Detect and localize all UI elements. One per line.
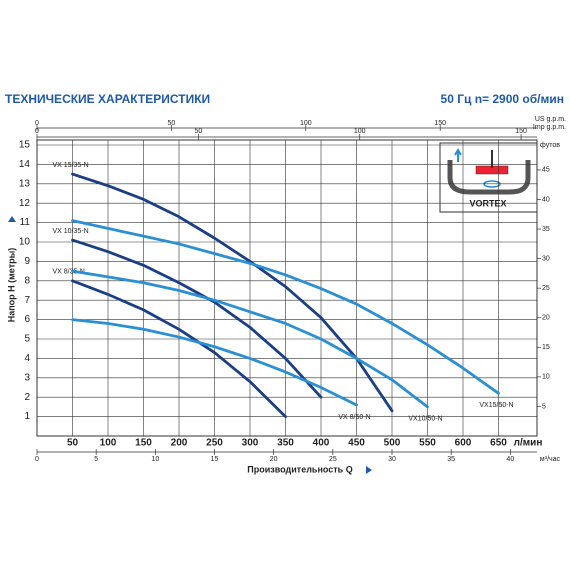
y2-tick-label: 5 bbox=[542, 403, 546, 410]
curve bbox=[71, 238, 323, 399]
chart-subtitle: 50 Гц n= 2900 об/мин bbox=[441, 92, 564, 106]
y-tick-label: 10 bbox=[19, 237, 31, 248]
x-arrow bbox=[366, 466, 372, 474]
x2-tick-label: 20 bbox=[270, 456, 278, 463]
x-tick-label: 400 bbox=[313, 438, 330, 449]
x-axis-label: Производительность Q bbox=[247, 464, 352, 474]
x2-tick-label: 0 bbox=[35, 456, 39, 463]
series-label: VX 15/35-N bbox=[53, 162, 89, 169]
curve bbox=[71, 219, 500, 395]
top-axis-tick-label: 150 bbox=[515, 128, 527, 135]
y-tick-label: 9 bbox=[24, 256, 30, 267]
top-axis-tick-label: 100 bbox=[300, 120, 312, 127]
y-tick-label: 14 bbox=[19, 159, 31, 170]
top-axis-tick-label: 50 bbox=[167, 120, 175, 127]
top-axis-tick-label: 150 bbox=[434, 120, 446, 127]
y-tick-label: 8 bbox=[24, 275, 30, 286]
x-tick-label: 350 bbox=[277, 438, 294, 449]
x2-tick-label: 35 bbox=[447, 456, 455, 463]
inset: VORTEX bbox=[439, 142, 538, 213]
y2-tick-label: 30 bbox=[542, 255, 550, 262]
x-tick-label: 250 bbox=[206, 438, 223, 449]
y-tick-label: 4 bbox=[24, 353, 30, 364]
top-axis-tick-label: 50 bbox=[194, 128, 202, 135]
series-label: VX 8/35-N bbox=[53, 269, 85, 276]
x-tick-label: 550 bbox=[419, 438, 436, 449]
x2-tick-label: 5 bbox=[94, 456, 98, 463]
y2-tick-label: 10 bbox=[542, 374, 550, 381]
y2-tick-label: 15 bbox=[542, 344, 550, 351]
y2-tick-label: 35 bbox=[542, 226, 550, 233]
x-tick-label: 100 bbox=[100, 438, 117, 449]
series-label: VX10/50-N bbox=[408, 416, 442, 423]
chart-title: ТЕХНИЧЕСКИЕ ХАРАКТЕРИСТИКИ bbox=[5, 92, 210, 106]
y-tick-label: 12 bbox=[19, 198, 31, 209]
y-tick-label: 11 bbox=[20, 217, 31, 228]
y-tick-label: 5 bbox=[24, 334, 30, 345]
y-tick-label: 13 bbox=[19, 178, 31, 189]
x-tick-label: 50 bbox=[67, 438, 79, 449]
x2-tick-label: 10 bbox=[151, 456, 159, 463]
x-tick-label: 500 bbox=[384, 438, 401, 449]
y2-label: футов bbox=[540, 142, 560, 149]
x2-label: м³/час bbox=[540, 456, 561, 463]
x-tick-label: 650 bbox=[490, 438, 507, 449]
x2-tick-label: 25 bbox=[329, 456, 337, 463]
x-unit: л/мин bbox=[514, 438, 543, 449]
y-tick-label: 15 bbox=[19, 140, 31, 151]
y2-tick-label: 45 bbox=[542, 167, 550, 174]
series-label: VX 8/50-N bbox=[338, 414, 370, 421]
x-tick-label: 600 bbox=[455, 438, 472, 449]
y-tick-label: 2 bbox=[24, 392, 30, 403]
curve bbox=[71, 172, 394, 413]
top-axis-label: US g.p.m. bbox=[535, 116, 566, 123]
curve bbox=[71, 269, 429, 409]
y-tick-label: 6 bbox=[24, 314, 30, 325]
x-tick-label: 450 bbox=[348, 438, 365, 449]
x2-tick-label: 15 bbox=[211, 456, 219, 463]
y-arrow bbox=[8, 216, 16, 222]
curve bbox=[71, 279, 287, 419]
x2-tick-label: 40 bbox=[506, 456, 514, 463]
y-tick-label: 7 bbox=[24, 295, 30, 306]
y2-tick-label: 40 bbox=[542, 196, 550, 203]
y2-tick-label: 25 bbox=[542, 285, 550, 292]
x-tick-label: 300 bbox=[242, 438, 259, 449]
top-axis-tick-label: 0 bbox=[35, 128, 39, 135]
series-label: VX15/50-N bbox=[479, 402, 513, 409]
y-tick-label: 1 bbox=[24, 411, 30, 422]
y2-tick-label: 20 bbox=[542, 315, 550, 322]
x-tick-label: 200 bbox=[171, 438, 188, 449]
top-axis-tick-label: 0 bbox=[35, 120, 39, 127]
x2-tick-label: 30 bbox=[388, 456, 396, 463]
curve bbox=[71, 318, 358, 407]
x-tick-label: 150 bbox=[135, 438, 152, 449]
y-axis-label: Напор H (метры) bbox=[6, 248, 16, 323]
series-label: VX 10/35-N bbox=[53, 228, 89, 235]
y-tick-label: 3 bbox=[24, 372, 30, 383]
flow-arrow bbox=[454, 148, 462, 162]
top-axis-label: Imp g.p.m. bbox=[533, 124, 566, 131]
top-axis-tick-label: 100 bbox=[354, 128, 366, 135]
